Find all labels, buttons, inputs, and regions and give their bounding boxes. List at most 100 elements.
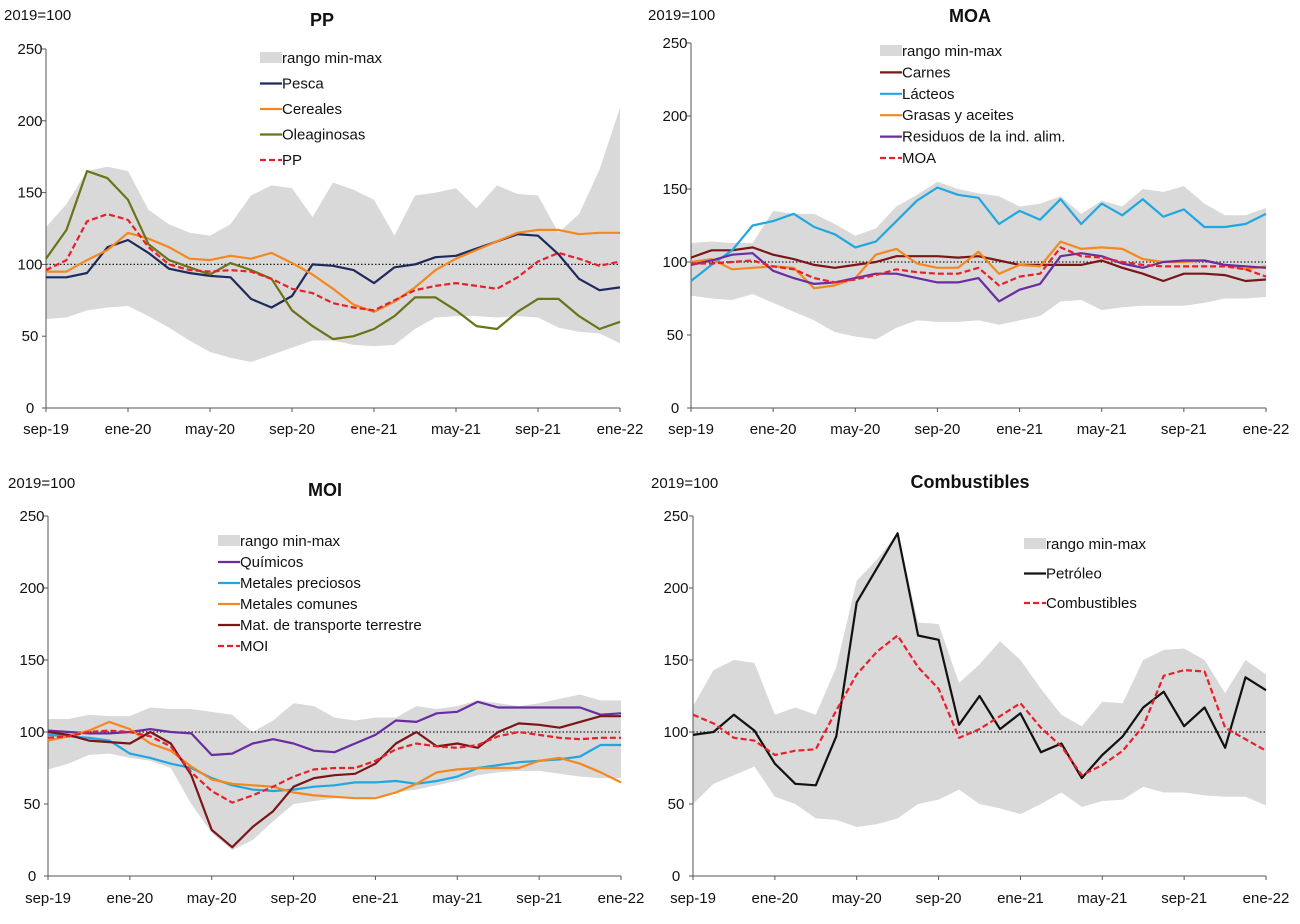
- x-tick-label: ene-20: [105, 421, 152, 438]
- x-tick-label: may-20: [830, 421, 880, 438]
- x-tick-label: may-21: [432, 890, 482, 907]
- legend: rango min-max Pesca Cereales Oleaginosas PP: [260, 50, 383, 169]
- y-tick-label: 100: [17, 256, 42, 273]
- legend-label: Químicos: [240, 554, 303, 571]
- y-tick-label: 150: [662, 181, 687, 198]
- series-line-moi: [47, 729, 621, 804]
- x-tick-label: sep-19: [25, 890, 71, 907]
- x-tick-label: may-20: [187, 890, 237, 907]
- x-tick-label: ene-22: [1243, 421, 1290, 438]
- chart-panel-moi: 0 50 100 150 200 250 sep-19 ene-20 may-20 sep-20 e…: [8, 475, 644, 907]
- x-tick-label: sep-21: [516, 890, 562, 907]
- series-line-moa: [691, 246, 1267, 287]
- chart-title: MOA: [949, 6, 991, 26]
- legend-label: Lácteos: [902, 86, 955, 103]
- series-line-combustibles: [692, 634, 1267, 777]
- x-tick-label: ene-21: [351, 421, 398, 438]
- y-unit-label: 2019=100: [4, 7, 71, 24]
- x-tick-label: may-21: [431, 421, 481, 438]
- series-line-metales-preciosos: [47, 733, 621, 793]
- legend-label: rango min-max: [902, 43, 1003, 60]
- series-line-pesca: [46, 233, 621, 309]
- x-tick-label: sep-19: [668, 421, 714, 438]
- y-tick-label: 200: [17, 113, 42, 130]
- x-tick-label: sep-20: [269, 421, 315, 438]
- y-unit-label: 2019=100: [648, 7, 715, 24]
- legend-label: rango min-max: [1046, 536, 1147, 553]
- x-tick-label: ene-22: [1243, 890, 1290, 907]
- y-tick-label: 150: [19, 652, 44, 669]
- legend-label: Residuos de la ind. alim.: [902, 129, 1065, 146]
- chart-panel-moa: 0 50 100 150 200 250 sep-19 ene-20 may-20 sep-20 e…: [648, 6, 1289, 438]
- chart-panel-combustibles: 0 50 100 150 200 250 sep-19 ene-20 may-20 sep-20 e…: [651, 472, 1289, 907]
- x-tick-label: ene-20: [106, 890, 153, 907]
- legend-label: Cereales: [282, 101, 342, 118]
- x-tick-label: ene-20: [750, 421, 797, 438]
- legend: rango min-max Carnes Lácteos Grasas y aceit…: [880, 43, 1065, 167]
- x-tick-label: ene-22: [597, 421, 644, 438]
- x-tick-label: sep-21: [1161, 890, 1207, 907]
- y-tick-label: 0: [671, 400, 679, 417]
- legend-label: Metales preciosos: [240, 575, 361, 592]
- legend-swatch-band: [1024, 538, 1046, 549]
- y-tick-label: 250: [662, 35, 687, 52]
- legend-label: MOI: [240, 638, 268, 655]
- legend-swatch-band: [880, 45, 902, 56]
- legend-label: rango min-max: [282, 50, 383, 67]
- series-line-mat-de-transporte-terrestre: [47, 715, 621, 849]
- y-tick-label: 50: [668, 796, 685, 813]
- legend-label: Oleaginosas: [282, 127, 365, 144]
- y-tick-label: 200: [663, 580, 688, 597]
- y-tick-label: 100: [662, 254, 687, 271]
- minmax-band: [46, 107, 620, 363]
- x-tick-label: may-21: [1077, 890, 1127, 907]
- chart-title: PP: [310, 10, 334, 30]
- x-tick-label: ene-20: [751, 890, 798, 907]
- x-tick-label: ene-21: [352, 890, 399, 907]
- x-tick-label: sep-19: [23, 421, 69, 438]
- legend-label: rango min-max: [240, 533, 341, 550]
- y-tick-label: 0: [672, 868, 680, 885]
- legend-swatch-band: [218, 535, 240, 546]
- legend-label: MOA: [902, 150, 936, 167]
- series-line-pp: [45, 213, 621, 312]
- y-tick-label: 200: [19, 580, 44, 597]
- minmax-band: [691, 181, 1266, 340]
- legend-label: Mat. de transporte terrestre: [240, 617, 422, 634]
- x-tick-label: sep-20: [914, 421, 960, 438]
- series-line-carnes: [690, 246, 1267, 283]
- series-line-metales-comunes: [47, 720, 622, 800]
- legend: rango min-max Petróleo Combustibles: [1024, 536, 1147, 612]
- series-line-lácteos: [690, 186, 1267, 282]
- legend-label: Grasas y aceites: [902, 107, 1014, 124]
- y-tick-label: 50: [667, 327, 684, 344]
- x-tick-label: ene-22: [598, 890, 645, 907]
- legend-label: PP: [282, 152, 302, 169]
- x-tick-label: sep-20: [271, 890, 317, 907]
- chart-title: MOI: [308, 480, 342, 500]
- x-tick-label: ene-21: [997, 890, 1044, 907]
- x-tick-label: may-21: [1077, 421, 1127, 438]
- chart-panel-pp: 0 50 100 150 200 250 sep-19 ene-20 may-20 sep-20 e…: [4, 7, 643, 438]
- y-tick-label: 150: [17, 185, 42, 202]
- x-tick-label: may-20: [832, 890, 882, 907]
- y-tick-label: 250: [17, 41, 42, 58]
- series-line-oleaginosas: [45, 170, 621, 341]
- y-tick-label: 50: [22, 328, 39, 345]
- x-tick-label: sep-20: [916, 890, 962, 907]
- y-tick-label: 0: [26, 400, 34, 417]
- legend-label: Carnes: [902, 64, 950, 81]
- y-tick-label: 200: [662, 108, 687, 125]
- y-unit-label: 2019=100: [651, 475, 718, 492]
- y-tick-label: 250: [663, 508, 688, 525]
- y-tick-label: 100: [663, 724, 688, 741]
- x-tick-label: ene-21: [996, 421, 1043, 438]
- series-line-químicos: [47, 700, 622, 757]
- x-tick-label: sep-19: [670, 890, 716, 907]
- x-tick-label: sep-21: [515, 421, 561, 438]
- legend-label: Petróleo: [1046, 566, 1102, 583]
- legend-swatch-band: [260, 52, 282, 63]
- y-tick-label: 0: [28, 868, 36, 885]
